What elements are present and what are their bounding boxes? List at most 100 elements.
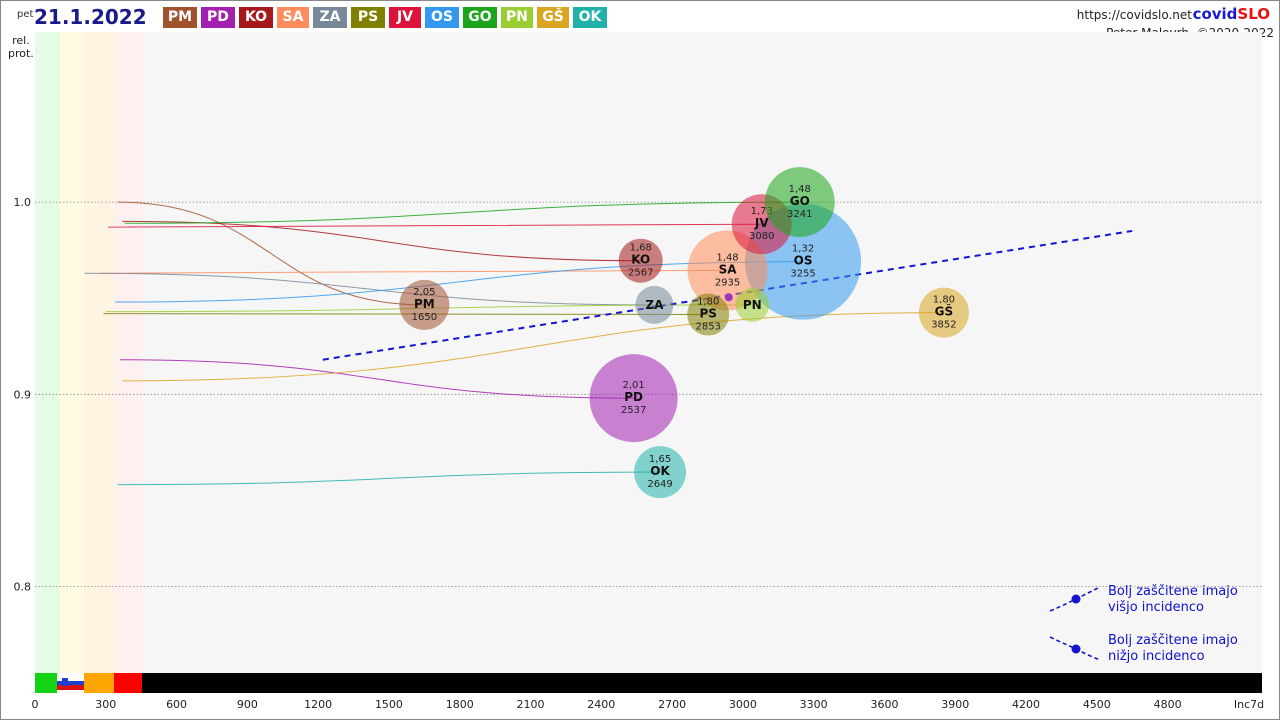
trail-jv bbox=[108, 223, 762, 228]
bubble-circle bbox=[735, 287, 770, 322]
bubble-code: PM bbox=[414, 297, 435, 311]
bubble-value: 1,73 bbox=[751, 206, 773, 217]
x-tick-label: 1500 bbox=[375, 698, 403, 711]
flag-red bbox=[57, 685, 84, 690]
x-tick-label: 3000 bbox=[729, 698, 757, 711]
phase-band-2 bbox=[84, 32, 114, 673]
bubble-value: 1,48 bbox=[789, 184, 811, 195]
bubble-value: 1,80 bbox=[697, 297, 719, 308]
region-badge-pd[interactable]: PD bbox=[201, 7, 235, 28]
scale-segment-3 bbox=[114, 673, 142, 693]
bubble-circle bbox=[635, 285, 674, 324]
phase-band-1 bbox=[60, 32, 84, 673]
y-axis-label-line1: rel. bbox=[12, 34, 30, 47]
bubble-value: 1,68 bbox=[630, 243, 652, 254]
region-badge-go[interactable]: GO bbox=[463, 7, 497, 28]
x-tick-label: 0 bbox=[32, 698, 39, 711]
bubble-count: 2935 bbox=[715, 277, 740, 288]
region-badge-os[interactable]: OS bbox=[425, 7, 459, 28]
bubble-value: 2,05 bbox=[413, 287, 435, 298]
bubble-count: 2567 bbox=[628, 268, 653, 279]
x-tick-label: 4800 bbox=[1154, 698, 1182, 711]
region-badge-sa[interactable]: SA bbox=[277, 7, 309, 28]
date-title: 21.1.2022 bbox=[34, 5, 147, 29]
bubble-circle bbox=[918, 287, 969, 338]
legend-upper-dot bbox=[1071, 594, 1081, 604]
bubble-count: 3255 bbox=[790, 269, 815, 280]
phase-band-0 bbox=[35, 32, 60, 673]
y-axis-label: rel. prot. bbox=[8, 34, 34, 60]
bubble-value: 1,65 bbox=[649, 454, 671, 465]
y-axis-label-line2: prot. bbox=[8, 47, 34, 60]
y-tick-label: 0.9 bbox=[14, 388, 32, 401]
bubble-count: 2537 bbox=[621, 405, 646, 416]
scale-bar bbox=[35, 673, 1262, 693]
trail-pm bbox=[117, 201, 425, 306]
bubble-circle bbox=[764, 167, 835, 238]
legend-note-upper: Bolj zaščitene imajo višjo incidenco bbox=[1108, 584, 1238, 616]
x-tick-label: 600 bbox=[166, 698, 187, 711]
region-badge-ok[interactable]: OK bbox=[573, 7, 607, 28]
x-tick-label: 4200 bbox=[1012, 698, 1040, 711]
bubble-code: GŠ bbox=[935, 304, 954, 319]
x-tick-label: 3300 bbox=[800, 698, 828, 711]
legend-note-lower-line2: nižjo incidenco bbox=[1108, 649, 1205, 664]
bubble-value: 1,48 bbox=[716, 252, 738, 263]
legend-note-upper-line2: višjo incidenco bbox=[1108, 600, 1204, 615]
scale-segment-0 bbox=[35, 673, 57, 693]
bubble-circle bbox=[589, 354, 678, 443]
x-tick-label: 4500 bbox=[1083, 698, 1111, 711]
x-tick-label: 1200 bbox=[304, 698, 332, 711]
region-badge-pn[interactable]: PN bbox=[501, 7, 533, 28]
region-badge-gš[interactable]: GŠ bbox=[537, 7, 569, 28]
trail-pd bbox=[119, 359, 634, 399]
region-badge-pm[interactable]: PM bbox=[163, 7, 197, 28]
trail-za bbox=[84, 272, 655, 306]
bubble-count: 3080 bbox=[749, 231, 774, 242]
trail-ko bbox=[122, 220, 641, 262]
legend-note-lower: Bolj zaščitene imajo nižjo incidenco bbox=[1108, 633, 1238, 665]
scale-segment-2 bbox=[84, 673, 114, 693]
bubble-circle bbox=[687, 293, 730, 336]
site-url-link[interactable]: https://covidslo.net bbox=[1076, 8, 1192, 22]
bubble-code: JV bbox=[754, 216, 769, 230]
bubble-circle bbox=[618, 238, 663, 283]
bubble-count: 2853 bbox=[695, 322, 720, 333]
bubble-code: OK bbox=[650, 464, 670, 478]
region-badge-za[interactable]: ZA bbox=[313, 7, 347, 28]
x-tick-label: 2100 bbox=[517, 698, 545, 711]
region-badge-ps[interactable]: PS bbox=[351, 7, 385, 28]
bubble-count: 3241 bbox=[787, 209, 812, 220]
trail-go bbox=[124, 201, 800, 224]
trail-os bbox=[115, 261, 804, 303]
x-tick-label: 900 bbox=[237, 698, 258, 711]
region-badge-ko[interactable]: KO bbox=[239, 7, 273, 28]
x-tick-label: 2700 bbox=[658, 698, 686, 711]
flag-white bbox=[57, 677, 84, 681]
x-tick-label: 3600 bbox=[870, 698, 898, 711]
x-tick-label: 1800 bbox=[446, 698, 474, 711]
x-tick-label: 3900 bbox=[941, 698, 969, 711]
brand-logo: covidSLO bbox=[1193, 5, 1270, 23]
region-badge-jv[interactable]: JV bbox=[389, 7, 421, 28]
bubble-count: 2649 bbox=[647, 479, 672, 490]
bubble-circle bbox=[634, 446, 687, 499]
brand-part-1: covid bbox=[1192, 5, 1238, 23]
bubble-code: KO bbox=[631, 253, 650, 267]
flag-shield bbox=[62, 678, 68, 686]
bubble-count: 3852 bbox=[931, 320, 956, 331]
weekday-label: pet bbox=[17, 9, 34, 20]
mean-point bbox=[724, 293, 733, 302]
bubble-circle bbox=[399, 279, 450, 330]
bubble-code: GO bbox=[790, 194, 810, 208]
bubble-pn: PN bbox=[735, 287, 770, 322]
flag-blue bbox=[57, 681, 84, 685]
bubble-code: OS bbox=[794, 254, 813, 268]
bubble-code: PN bbox=[743, 298, 762, 312]
bubble-value: 1,80 bbox=[933, 295, 955, 306]
